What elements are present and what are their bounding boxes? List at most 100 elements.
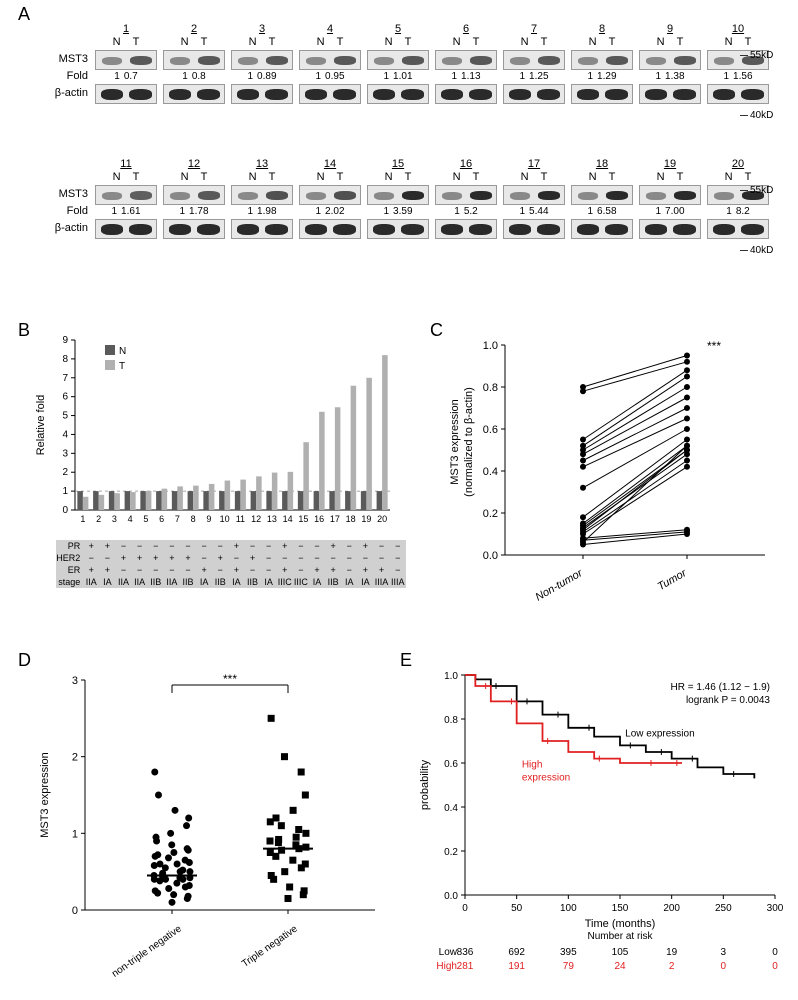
svg-text:4: 4 — [62, 429, 68, 440]
svg-text:100: 100 — [560, 903, 577, 914]
svg-text:281: 281 — [457, 961, 474, 972]
svg-text:8: 8 — [191, 514, 196, 524]
svg-text:HR = 1.46 (1.12 − 1.9): HR = 1.46 (1.12 − 1.9) — [670, 682, 770, 693]
svg-text:10: 10 — [220, 514, 230, 524]
svg-text:0.2: 0.2 — [483, 508, 498, 520]
svg-text:Non-tumor: Non-tumor — [533, 567, 585, 604]
svg-text:0.4: 0.4 — [444, 803, 458, 814]
svg-text:(normalized to β-actin): (normalized to β-actin) — [463, 387, 475, 497]
svg-text:0: 0 — [772, 947, 778, 958]
svg-text:692: 692 — [508, 947, 525, 958]
svg-text:3: 3 — [62, 448, 68, 459]
svg-text:0: 0 — [462, 903, 468, 914]
svg-text:4: 4 — [128, 514, 133, 524]
svg-text:395: 395 — [560, 947, 577, 958]
svg-text:3: 3 — [112, 514, 117, 524]
svg-text:16: 16 — [314, 514, 324, 524]
svg-text:3: 3 — [72, 675, 78, 687]
svg-text:5: 5 — [143, 514, 148, 524]
svg-text:13: 13 — [267, 514, 277, 524]
svg-text:Low expression: Low expression — [625, 729, 694, 740]
stage-table: PR++−−−−−−−+−−+−−+−+−−HER2−−+++++−+−+−−−… — [56, 540, 406, 588]
svg-text:24: 24 — [614, 961, 626, 972]
svg-text:250: 250 — [715, 903, 732, 914]
size-55kd: 55kD — [750, 50, 773, 61]
svg-text:Low: Low — [439, 947, 458, 958]
svg-text:T: T — [119, 361, 125, 372]
svg-text:***: *** — [707, 339, 721, 353]
svg-text:MST3 expression: MST3 expression — [39, 752, 51, 838]
svg-text:0.2: 0.2 — [444, 847, 458, 858]
panel-c-chart: 0.00.20.40.60.81.0Non-tumorTumor***MST3 … — [440, 330, 780, 615]
svg-text:1: 1 — [62, 486, 68, 497]
svg-text:6: 6 — [159, 514, 164, 524]
svg-text:High: High — [522, 759, 543, 770]
svg-text:7: 7 — [175, 514, 180, 524]
svg-text:300: 300 — [767, 903, 784, 914]
svg-text:200: 200 — [663, 903, 680, 914]
svg-text:105: 105 — [612, 947, 629, 958]
actin-label: β-actin — [42, 87, 92, 99]
svg-text:8: 8 — [62, 354, 68, 365]
svg-text:5: 5 — [62, 411, 68, 422]
svg-text:2: 2 — [96, 514, 101, 524]
panel-d-chart: 0123***non-triple negativeTriple negativ… — [30, 660, 390, 985]
panel-b-chart: 0123456789123456789101112131415161718192… — [30, 330, 400, 545]
svg-text:0.0: 0.0 — [444, 891, 458, 902]
svg-text:1.0: 1.0 — [444, 671, 458, 682]
svg-text:0.4: 0.4 — [483, 466, 498, 478]
svg-text:0: 0 — [772, 961, 778, 972]
svg-text:19: 19 — [666, 947, 678, 958]
svg-text:11: 11 — [236, 514, 245, 524]
svg-text:15: 15 — [298, 514, 308, 524]
svg-text:Number at risk: Number at risk — [587, 931, 653, 942]
svg-text:14: 14 — [283, 514, 293, 524]
svg-text:2: 2 — [62, 467, 68, 478]
svg-text:0.8: 0.8 — [483, 382, 498, 394]
svg-text:6: 6 — [62, 392, 68, 403]
svg-text:0.8: 0.8 — [444, 715, 458, 726]
fold-label: Fold — [42, 70, 92, 82]
panel-a-label: A — [18, 4, 30, 25]
svg-text:20: 20 — [377, 514, 387, 524]
svg-text:2: 2 — [669, 961, 675, 972]
svg-text:836: 836 — [457, 947, 474, 958]
svg-text:1: 1 — [80, 514, 85, 524]
svg-text:18: 18 — [346, 514, 356, 524]
svg-text:79: 79 — [563, 961, 575, 972]
svg-text:50: 50 — [511, 903, 523, 914]
svg-text:High: High — [436, 961, 457, 972]
panel-b-label: B — [18, 320, 30, 341]
svg-text:logrank P = 0.0043: logrank P = 0.0043 — [686, 695, 770, 706]
svg-text:non-triple negative: non-triple negative — [110, 923, 184, 979]
svg-text:191: 191 — [508, 961, 525, 972]
svg-text:0.0: 0.0 — [483, 550, 498, 562]
size-40kd: 40kD — [750, 110, 773, 121]
svg-text:1.0: 1.0 — [483, 340, 498, 352]
svg-text:2: 2 — [72, 752, 78, 764]
svg-text:Time (months): Time (months) — [585, 918, 656, 930]
svg-text:3: 3 — [721, 947, 727, 958]
svg-text:7: 7 — [62, 373, 68, 384]
svg-text:12: 12 — [251, 514, 261, 524]
panel-a-row2: 11NT12NT13NT14NT15NT16NT17NT18NT19NT20NT… — [42, 145, 772, 239]
svg-text:0: 0 — [62, 505, 68, 516]
svg-text:17: 17 — [330, 514, 340, 524]
panel-a-row1: 1NT2NT3NT4NT5NT6NT7NT8NT9NT10NT MST3 Fol… — [42, 10, 772, 104]
svg-text:9: 9 — [62, 335, 68, 346]
svg-text:0.6: 0.6 — [483, 424, 498, 436]
svg-text:19: 19 — [361, 514, 371, 524]
mst3-label: MST3 — [42, 53, 92, 65]
svg-text:MST3 expression: MST3 expression — [449, 399, 461, 485]
svg-text:0: 0 — [72, 905, 78, 917]
svg-text:***: *** — [223, 672, 237, 686]
svg-text:N: N — [119, 346, 126, 357]
svg-text:0: 0 — [721, 961, 727, 972]
svg-text:probability: probability — [419, 759, 431, 810]
svg-text:150: 150 — [612, 903, 629, 914]
svg-text:9: 9 — [206, 514, 211, 524]
svg-text:Triple negative: Triple negative — [240, 923, 300, 970]
svg-text:expression: expression — [522, 773, 570, 784]
svg-text:Relative fold: Relative fold — [35, 395, 47, 456]
svg-text:0.6: 0.6 — [444, 759, 458, 770]
